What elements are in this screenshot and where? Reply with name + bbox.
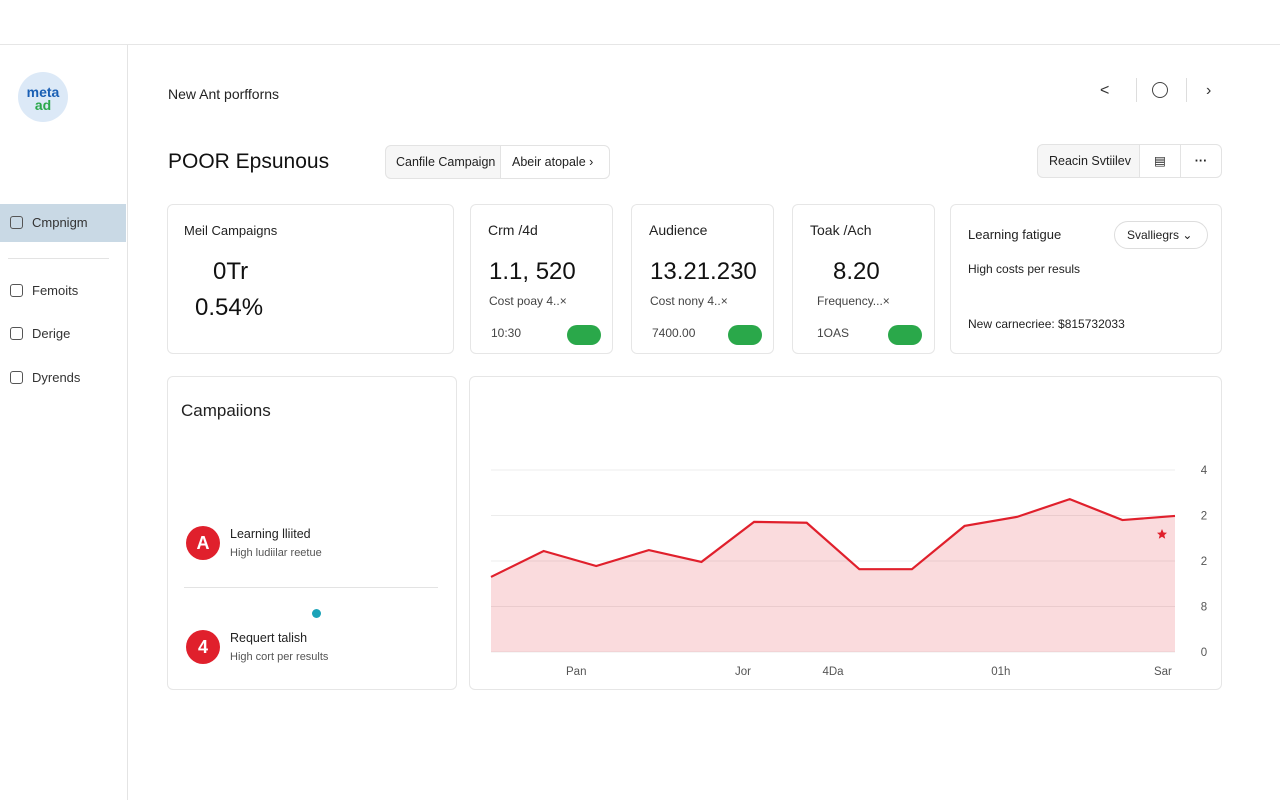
y-tick-label: 8 <box>1201 602 1207 614</box>
select[interactable]: Svalliegrs ⌄ <box>1114 221 1208 249</box>
divider <box>8 258 109 259</box>
card-title: Crm /4d <box>488 222 538 238</box>
alert-sub: High cort per results <box>230 651 329 663</box>
sidebar <box>0 45 128 800</box>
tab-label: Abeir atopale <box>512 155 586 169</box>
y-tick-label: 4 <box>1201 465 1208 477</box>
stat-card: Toak /Ach 8.20 Frequency...× 1OAS <box>792 204 935 354</box>
card-title: Meil Campaigns <box>184 223 278 238</box>
tab[interactable]: Canfile Campaign <box>385 145 501 179</box>
learning-card: Learning fatigue Svalliegrs ⌄ High costs… <box>950 204 1222 354</box>
nav-item[interactable]: Cmpnigm <box>0 204 126 242</box>
x-tick-label: Sar <box>1154 666 1172 678</box>
share-icon[interactable]: < <box>1100 82 1110 99</box>
stat-card: Crm /4d 1.1, 520 Cost poay 4..× 10:30 <box>470 204 613 354</box>
nav-icon <box>10 327 23 340</box>
nav-icon <box>10 284 23 297</box>
chart-panel: 0 8 2 2 4 Pan Jor 4Da 01h Sar <box>469 376 1222 690</box>
nav-icon <box>10 216 23 229</box>
logo-text: ad <box>34 97 52 113</box>
x-tick-label: 01h <box>991 666 1010 678</box>
nav-icon <box>10 371 23 384</box>
status-pill[interactable] <box>728 325 762 345</box>
doc-button[interactable]: ▤ <box>1139 144 1181 178</box>
timer-icon[interactable] <box>1152 82 1168 98</box>
alert-title[interactable]: Requert talish <box>230 631 308 645</box>
nav-label: Femoits <box>32 283 79 298</box>
alert-title[interactable]: Learning lliited <box>230 527 311 541</box>
card-foot: 1OAS <box>817 326 850 340</box>
alert-badge: 4 <box>186 630 220 664</box>
next-icon[interactable]: › <box>1206 82 1212 99</box>
logo[interactable]: meta ad <box>18 72 68 122</box>
top-bar <box>0 0 1280 45</box>
card-sub: Cost nony 4..× <box>650 294 728 308</box>
nav-item[interactable]: Derige <box>0 315 126 353</box>
x-tick-label: Jor <box>735 666 751 678</box>
stat-card: Meil Campaigns 0Tr 0.54% <box>167 204 454 354</box>
stat-card: Audience 13.21.230 Cost nony 4..× 7400.0… <box>631 204 774 354</box>
panel-title: Campaiions <box>181 401 271 420</box>
nav-label: Derige <box>32 326 71 341</box>
card-value: 1.1, 520 <box>489 258 576 285</box>
card-value: 8.20 <box>833 258 880 285</box>
card-title: Toak /Ach <box>810 222 872 238</box>
x-tick-label: 4Da <box>822 666 844 678</box>
card-foot: 7400.00 <box>652 326 696 340</box>
card-value: 0.54% <box>195 294 264 321</box>
y-tick-label: 0 <box>1201 647 1207 659</box>
divider <box>184 587 438 588</box>
nav-item[interactable]: Dyrends <box>0 359 126 397</box>
card-title: Audience <box>649 222 708 238</box>
tab[interactable]: Abeir atopale › <box>500 145 610 179</box>
card-foot: 10:30 <box>491 326 522 340</box>
campaigns-panel: Campaiions A Learning lliited High ludii… <box>167 376 457 690</box>
star-icon <box>1157 529 1167 539</box>
alert-sub: High ludiilar reetue <box>230 547 322 559</box>
divider <box>1186 78 1187 102</box>
status-dot <box>312 609 321 618</box>
status-pill[interactable] <box>567 325 601 345</box>
action-button[interactable]: Reacin Svtiilev <box>1037 144 1140 178</box>
divider <box>1136 78 1137 102</box>
card-title: Learning fatigue <box>968 227 1062 242</box>
page-subtitle: New Ant porfforns <box>168 86 280 102</box>
page-title: POOR Epsunous <box>168 150 330 173</box>
x-tick-label: Pan <box>566 666 586 678</box>
y-tick-label: 2 <box>1201 556 1207 568</box>
card-sub: Frequency...× <box>817 294 890 308</box>
select-label: Svalliegrs <box>1127 228 1180 242</box>
y-tick-label: 2 <box>1201 511 1207 523</box>
alert-badge: A <box>186 526 220 560</box>
card-sub: Cost poay 4..× <box>489 294 567 308</box>
toolbar-icons: < › <box>1100 78 1220 102</box>
nav-label: Cmpnigm <box>32 215 88 230</box>
more-button[interactable]: ··· <box>1180 144 1222 178</box>
learning-text: High costs per resuls <box>968 262 1081 276</box>
area-fill <box>491 499 1175 652</box>
chart: 0 8 2 2 4 Pan Jor 4Da 01h Sar <box>490 465 1208 678</box>
logo-text: meta <box>26 84 60 100</box>
card-value: 13.21.230 <box>650 258 757 285</box>
status-pill[interactable] <box>888 325 922 345</box>
line <box>490 497 1176 578</box>
card-value: 0Tr <box>213 258 249 285</box>
nav-item[interactable]: Femoits <box>0 272 126 310</box>
nav-label: Dyrends <box>32 370 81 385</box>
learning-text: New carnecriee: $815732033 <box>968 317 1125 331</box>
